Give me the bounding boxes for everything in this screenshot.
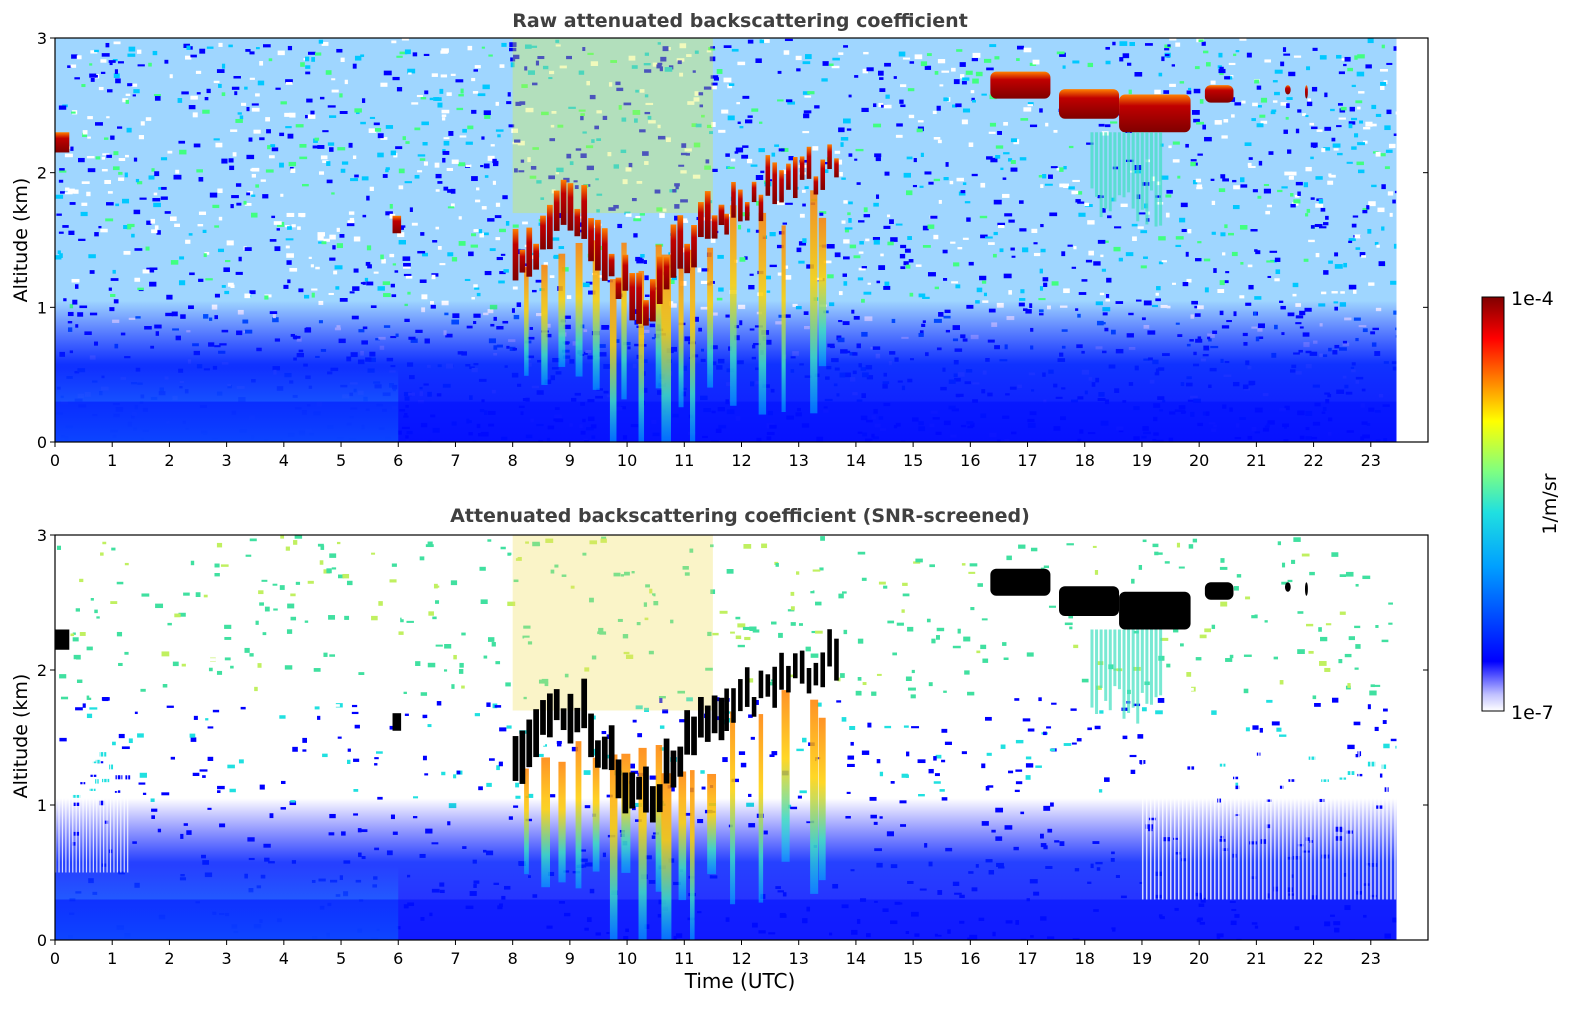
raw-backscatter-y-axis-label: Altitude (km) xyxy=(10,178,32,303)
x-tick-label: 8 xyxy=(508,949,518,968)
x-tick-label: 0 xyxy=(50,949,60,968)
x-tick-label: 2 xyxy=(164,451,174,470)
snr-screened-y-axis-label: Altitude (km) xyxy=(10,674,32,799)
x-tick-label: 3 xyxy=(222,451,232,470)
x-tick-label: 6 xyxy=(393,949,403,968)
x-tick-label: 16 xyxy=(960,949,980,968)
y-tick-label: 2 xyxy=(37,164,47,183)
x-tick-label: 23 xyxy=(1361,451,1381,470)
x-tick-label: 4 xyxy=(279,949,289,968)
x-tick-label: 10 xyxy=(617,949,637,968)
colorbar-gradient xyxy=(1481,296,1505,712)
x-tick-label: 3 xyxy=(222,949,232,968)
x-tick-label: 2 xyxy=(164,949,174,968)
x-tick-label: 9 xyxy=(565,451,575,470)
x-tick-label: 20 xyxy=(1189,949,1209,968)
colorbar-min-label: 1e-7 xyxy=(1511,702,1554,724)
x-tick-label: 11 xyxy=(674,451,694,470)
x-tick-label: 17 xyxy=(1017,949,1037,968)
raw-backscatter-panel: Raw attenuated backscattering coefficien… xyxy=(10,10,1429,470)
x-tick-label: 22 xyxy=(1303,451,1323,470)
clouds xyxy=(55,568,1308,823)
x-tick-label: 17 xyxy=(1017,451,1037,470)
high-haze xyxy=(512,535,713,711)
x-tick-label: 22 xyxy=(1303,949,1323,968)
surface-layer xyxy=(55,899,1397,940)
y-tick-label: 2 xyxy=(37,661,47,680)
x-tick-label: 13 xyxy=(789,451,809,470)
colorbar: 1e-4 1e-7 1/m/sr xyxy=(1481,288,1561,724)
x-tick-label: 19 xyxy=(1132,451,1152,470)
x-tick-label: 1 xyxy=(107,451,117,470)
x-tick-label: 15 xyxy=(903,451,923,470)
x-tick-label: 7 xyxy=(450,949,460,968)
x-tick-label: 0 xyxy=(50,451,60,470)
surface-layer xyxy=(55,401,1397,442)
y-tick-label: 3 xyxy=(37,526,47,545)
x-tick-label: 4 xyxy=(279,451,289,470)
x-tick-label: 12 xyxy=(731,949,751,968)
x-tick-label: 9 xyxy=(565,949,575,968)
x-tick-label: 16 xyxy=(960,451,980,470)
snr-screened-panel: Attenuated backscattering coefficient (S… xyxy=(10,505,1429,993)
y-tick-label: 1 xyxy=(37,298,47,317)
x-tick-label: 6 xyxy=(393,451,403,470)
x-tick-label: 14 xyxy=(846,451,866,470)
colorbar-max-label: 1e-4 xyxy=(1511,288,1554,310)
snr-screened-x-ticks: 0 1 2 3 4 5 6 7 8 9 10 11 12 13 14 15 16 17 18 19 20 21 22 23 xyxy=(50,940,1381,968)
screened-columns xyxy=(55,751,1396,900)
y-tick-label: 0 xyxy=(37,433,47,452)
x-tick-label: 11 xyxy=(674,949,694,968)
clouds xyxy=(55,71,1308,326)
raw-backscatter-title: Raw attenuated backscattering coefficien… xyxy=(512,10,968,32)
x-tick-label: 8 xyxy=(508,451,518,470)
x-axis-label: Time (UTC) xyxy=(684,969,796,993)
heatmap-field xyxy=(55,535,1397,940)
y-tick-label: 1 xyxy=(37,796,47,815)
x-tick-label: 18 xyxy=(1075,451,1095,470)
high-haze xyxy=(512,38,713,214)
y-tick-label: 0 xyxy=(37,931,47,950)
x-tick-label: 20 xyxy=(1189,451,1209,470)
x-tick-label: 21 xyxy=(1246,451,1266,470)
raw-backscatter-y-ticks: 0 1 2 3 xyxy=(37,29,1428,452)
x-tick-label: 18 xyxy=(1075,949,1095,968)
x-tick-label: 5 xyxy=(336,451,346,470)
x-tick-label: 1 xyxy=(107,949,117,968)
x-tick-label: 15 xyxy=(903,949,923,968)
y-tick-label: 3 xyxy=(37,29,47,48)
colorbar-unit-label: 1/m/sr xyxy=(1539,473,1561,534)
x-tick-label: 7 xyxy=(450,451,460,470)
snr-screened-plot-area xyxy=(54,534,1429,941)
snr-screened-y-ticks: 0 1 2 3 xyxy=(37,526,1428,950)
x-tick-label: 13 xyxy=(789,949,809,968)
snr-screened-title: Attenuated backscattering coefficient (S… xyxy=(450,505,1030,527)
x-tick-label: 19 xyxy=(1132,949,1152,968)
heatmap-field xyxy=(55,38,1397,442)
x-tick-label: 5 xyxy=(336,949,346,968)
rain-streaks xyxy=(524,190,827,442)
raw-backscatter-x-ticks: 0 1 2 3 4 5 6 7 8 9 10 11 12 13 14 15 16 17 18 19 20 21 22 23 xyxy=(50,442,1381,470)
x-tick-label: 23 xyxy=(1361,949,1381,968)
x-tick-label: 21 xyxy=(1246,949,1266,968)
x-tick-label: 12 xyxy=(731,451,751,470)
raw-backscatter-plot-area xyxy=(54,37,1429,443)
x-tick-label: 14 xyxy=(846,949,866,968)
x-tick-label: 10 xyxy=(617,451,637,470)
